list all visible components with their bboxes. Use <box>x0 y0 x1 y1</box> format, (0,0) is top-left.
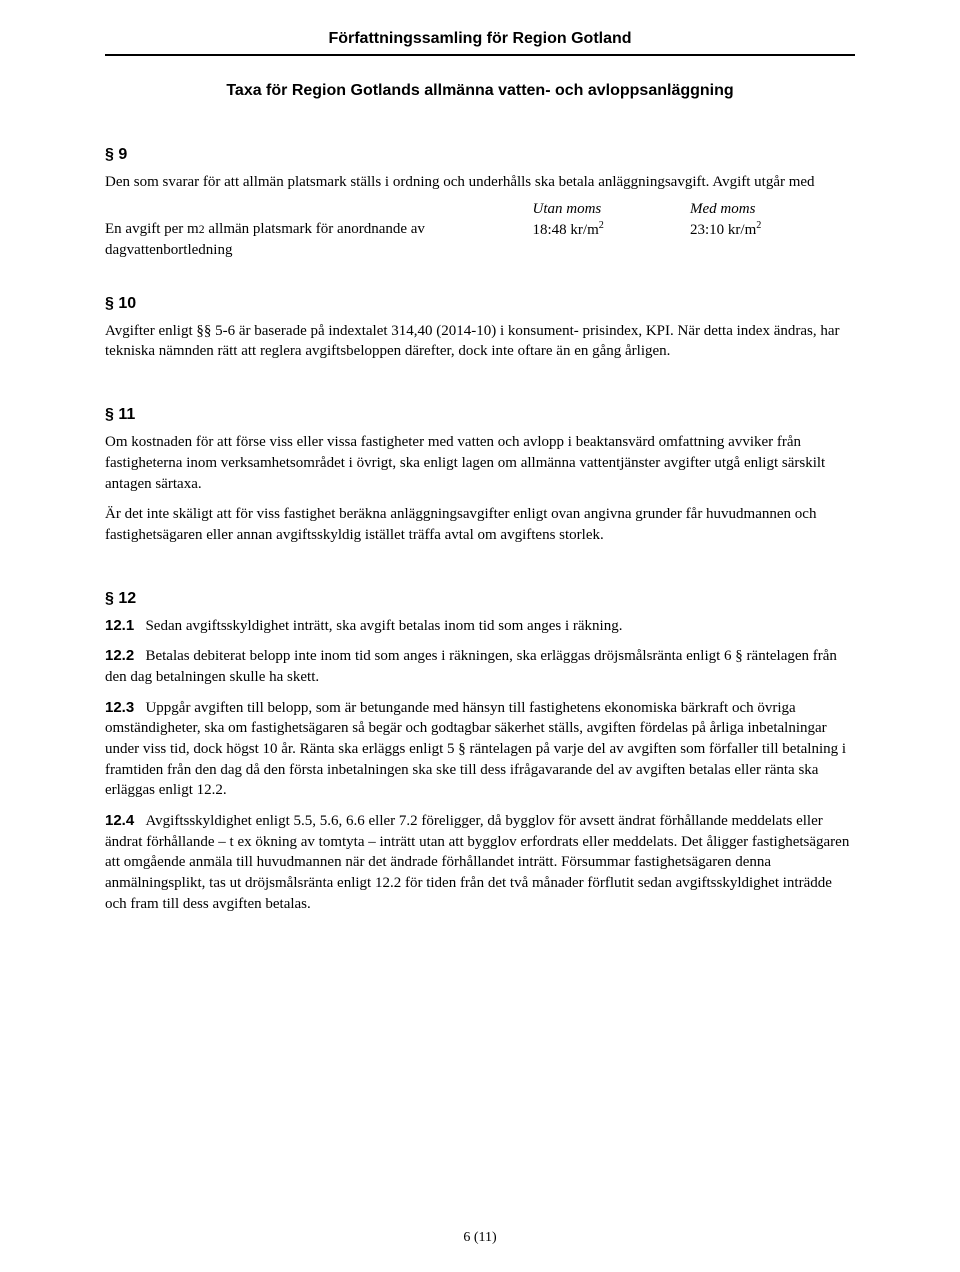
fee-table-header-col3: Med moms <box>690 199 855 220</box>
section-12-item3-num: 12.3 <box>105 699 134 716</box>
section-12-item2-text: Betalas debiterat belopp inte inom tid s… <box>105 648 837 685</box>
fee-table-header-empty <box>105 199 533 220</box>
header-rule <box>105 54 855 56</box>
fee-table: Utan moms Med moms En avgift per m2 allm… <box>105 199 855 261</box>
section-12-item4-num: 12.4 <box>105 812 134 829</box>
fee-table-cell-col2: 18:48 kr/m2 <box>533 219 691 260</box>
header-title: Författningssamling för Region Gotland <box>105 30 855 48</box>
section-12-item4: 12.4 Avgiftsskyldighet enligt 5.5, 5.6, … <box>105 811 855 914</box>
section-12-item3-text: Uppgår avgiften till belopp, som är betu… <box>105 700 846 799</box>
section-10-heading: § 10 <box>105 295 855 313</box>
section-12-item1-num: 12.1 <box>105 617 134 634</box>
fee-col2-val: 18:48 kr/m <box>533 222 599 238</box>
header-subtitle: Taxa för Region Gotlands allmänna vatten… <box>105 82 855 100</box>
section-11-para2: Är det inte skäligt att för viss fastigh… <box>105 504 855 545</box>
fee-col3-val: 23:10 kr/m <box>690 222 756 238</box>
section-11-para1: Om kostnaden för att förse viss eller vi… <box>105 432 855 494</box>
fee-table-row: En avgift per m2 allmän platsmark för an… <box>105 219 855 260</box>
fee-table-header-col2: Utan moms <box>533 199 691 220</box>
section-12-heading: § 12 <box>105 590 855 608</box>
section-12-item1-text: Sedan avgiftsskyldighet inträtt, ska avg… <box>145 618 622 634</box>
section-12-item2-num: 12.2 <box>105 647 134 664</box>
fee-col3-sup: 2 <box>756 220 761 231</box>
section-12-item2: 12.2 Betalas debiterat belopp inte inom … <box>105 646 855 687</box>
section-12-item4-text: Avgiftsskyldighet enligt 5.5, 5.6, 6.6 e… <box>105 813 849 912</box>
page: Författningssamling för Region Gotland T… <box>0 0 960 1272</box>
fee-desc-part-a: En avgift per m <box>105 221 199 237</box>
section-10-para: Avgifter enligt §§ 5-6 är baserade på in… <box>105 321 855 362</box>
section-9-para: Den som svarar för att allmän platsmark … <box>105 172 855 193</box>
section-9-heading: § 9 <box>105 146 855 164</box>
section-11-heading: § 11 <box>105 406 855 424</box>
fee-table-cell-col3: 23:10 kr/m2 <box>690 219 855 260</box>
fee-table-cell-desc: En avgift per m2 allmän platsmark för an… <box>105 219 533 260</box>
page-number: 6 (11) <box>0 1230 960 1246</box>
section-12-item3: 12.3 Uppgår avgiften till belopp, som är… <box>105 698 855 801</box>
fee-col2-sup: 2 <box>599 220 604 231</box>
fee-table-header-row: Utan moms Med moms <box>105 199 855 220</box>
section-12-item1: 12.1 Sedan avgiftsskyldighet inträtt, sk… <box>105 616 855 637</box>
